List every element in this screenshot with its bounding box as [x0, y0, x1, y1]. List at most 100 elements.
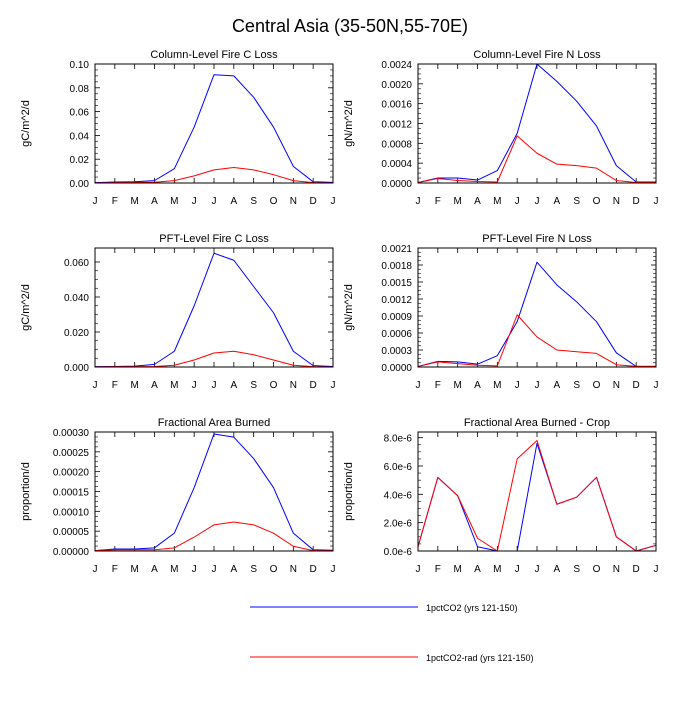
- y-tick-label: 0.040: [64, 293, 89, 304]
- x-tick-label: J: [331, 564, 336, 575]
- x-tick-label: M: [130, 564, 138, 575]
- x-tick-label: A: [230, 196, 237, 207]
- panel-3: PFT-Level Fire C Loss gC/m^2/d J F M A M J J A S O N…: [20, 233, 336, 391]
- x-tick-label: N: [613, 564, 620, 575]
- y-tick-label: 0.06: [70, 108, 90, 119]
- x-tick-label: O: [593, 196, 601, 207]
- plot-frame: [94, 431, 334, 552]
- x-tick-label: D: [633, 564, 640, 575]
- y-tick-label: 0.00030: [53, 428, 90, 439]
- y-tick-label: 0.0015: [381, 278, 412, 289]
- x-tick-label: O: [270, 196, 278, 207]
- x-tick-label: F: [112, 564, 118, 575]
- x-tick-label: O: [593, 380, 601, 391]
- y-tick-label: 0.000: [64, 363, 89, 374]
- y-tick-label: 0.0024: [381, 60, 412, 71]
- x-tick-label: A: [151, 380, 158, 391]
- x-tick-label: J: [212, 380, 217, 391]
- x-tick-label: S: [250, 564, 257, 575]
- x-tick-label: J: [331, 380, 336, 391]
- x-tick-label: A: [474, 564, 481, 575]
- x-tick-label: M: [170, 380, 178, 391]
- x-tick-label: N: [613, 380, 620, 391]
- panel-title: PFT-Level Fire N Loss: [482, 233, 592, 245]
- y-tick-label: 0.0018: [381, 261, 412, 272]
- y-tick-label: 0.0016: [381, 100, 412, 111]
- x-tick-label: F: [435, 196, 441, 207]
- x-tick-label: A: [151, 564, 158, 575]
- series-line-1pctco2: [94, 433, 334, 552]
- x-tick-label: D: [310, 564, 317, 575]
- x-tick-label: M: [170, 564, 178, 575]
- x-tick-label: M: [170, 196, 178, 207]
- x-tick-label: M: [130, 196, 138, 207]
- x-tick-label: O: [593, 564, 601, 575]
- x-tick-label: M: [493, 196, 501, 207]
- y-tick-label: 0.0003: [381, 346, 412, 357]
- x-tick-label: S: [573, 380, 580, 391]
- x-tick-label: J: [416, 564, 421, 575]
- x-tick-label: S: [250, 380, 257, 391]
- series-line-1pctco2: [94, 74, 334, 184]
- x-tick-label: S: [573, 196, 580, 207]
- x-tick-label: A: [230, 380, 237, 391]
- x-tick-label: J: [515, 564, 520, 575]
- x-tick-label: A: [553, 564, 560, 575]
- plot-frame: [417, 63, 657, 184]
- y-tick-label: 8.0e-6: [384, 434, 413, 445]
- y-tick-label: 0.0008: [381, 139, 412, 150]
- x-tick-label: A: [230, 564, 237, 575]
- y-tick-label: 0.02: [70, 155, 90, 166]
- x-tick-label: J: [416, 196, 421, 207]
- x-tick-label: M: [453, 380, 461, 391]
- y-tick-label: 0.00000: [53, 547, 90, 558]
- x-tick-label: J: [654, 564, 659, 575]
- panel-title: Fractional Area Burned - Crop: [464, 417, 610, 429]
- y-axis-label: gC/m^2/d: [20, 284, 32, 331]
- y-tick-label: 0.0004: [381, 159, 412, 170]
- y-tick-label: 0.10: [70, 60, 90, 71]
- y-tick-label: 0.00020: [53, 468, 90, 479]
- x-tick-label: S: [250, 196, 257, 207]
- x-tick-label: A: [151, 196, 158, 207]
- panel-1: Column-Level Fire C Loss gC/m^2/d J F M A M J J A…: [20, 49, 336, 207]
- y-axis-label: proportion/d: [20, 462, 32, 521]
- y-tick-label: 2.0e-6: [384, 519, 413, 530]
- x-tick-label: J: [192, 564, 197, 575]
- y-tick-label: 4.0e-6: [384, 490, 413, 501]
- x-tick-label: J: [93, 564, 98, 575]
- series-line-1pctco2: [417, 442, 657, 552]
- x-tick-label: M: [493, 564, 501, 575]
- x-tick-label: N: [290, 564, 297, 575]
- x-tick-label: A: [474, 380, 481, 391]
- y-tick-label: 0.0006: [381, 329, 412, 340]
- series-line-1pctco2: [417, 261, 656, 367]
- x-tick-label: F: [435, 564, 441, 575]
- y-axis-label: gN/m^2/d: [343, 284, 355, 331]
- y-tick-label: 0.0012: [381, 295, 412, 306]
- x-tick-label: F: [435, 380, 441, 391]
- x-tick-label: J: [515, 380, 520, 391]
- x-tick-label: M: [493, 380, 501, 391]
- y-tick-label: 0.0020: [381, 80, 412, 91]
- y-tick-label: 0.08: [70, 84, 90, 95]
- x-tick-label: S: [573, 564, 580, 575]
- y-tick-label: 0.060: [64, 258, 89, 269]
- y-tick-label: 0.0000: [381, 363, 412, 374]
- plot-frame: [94, 247, 334, 368]
- figure-title: Central Asia (35-50N,55-70E): [232, 16, 468, 36]
- x-tick-label: D: [310, 380, 317, 391]
- y-tick-label: 0.0000: [381, 179, 412, 190]
- legend: 1pctCO2 (yrs 121-150) 1pctCO2-rad (yrs 1…: [250, 603, 534, 663]
- x-tick-label: O: [270, 380, 278, 391]
- y-tick-label: 0.0012: [381, 120, 412, 131]
- legend-label-1pctco2-rad: 1pctCO2-rad (yrs 121-150): [426, 653, 534, 663]
- x-tick-label: J: [535, 564, 540, 575]
- x-tick-label: J: [535, 196, 540, 207]
- x-tick-label: M: [130, 380, 138, 391]
- y-axis-label: gN/m^2/d: [343, 100, 355, 147]
- y-tick-label: 0.0021: [381, 244, 412, 255]
- y-tick-label: 0.0009: [381, 312, 412, 323]
